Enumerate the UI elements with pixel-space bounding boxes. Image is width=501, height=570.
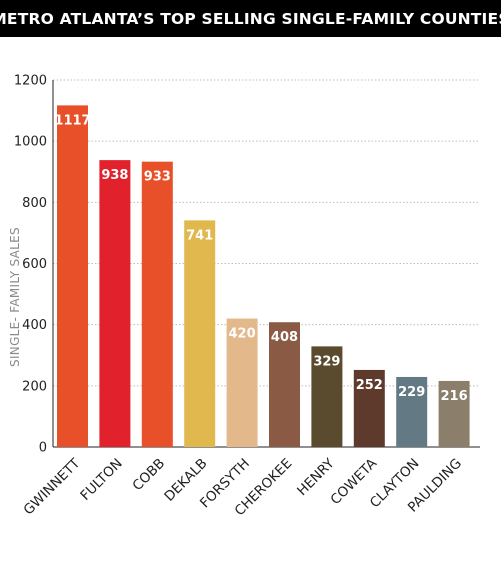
bar xyxy=(353,369,385,447)
category-label: GWINNETT xyxy=(21,455,84,518)
data-label: 933 xyxy=(144,170,171,185)
bar xyxy=(311,346,343,447)
category-label: FULTON xyxy=(77,456,125,504)
chart-title: METRO ATLANTA’S TOP SELLING SINGLE-FAMIL… xyxy=(0,9,501,28)
data-label: 938 xyxy=(101,168,128,183)
y-axis-label: SINGLE- FAMILY SALES xyxy=(8,227,22,367)
data-label: 408 xyxy=(271,330,298,345)
y-tick-label: 1200 xyxy=(14,74,47,89)
data-label: 1117 xyxy=(54,113,90,128)
y-tick-label: 800 xyxy=(22,196,47,211)
bar xyxy=(141,161,173,447)
bars: 1117 938 933 741 420 408 329 252 229 216 xyxy=(54,105,470,448)
data-label: 741 xyxy=(186,228,213,243)
y-tick-label: 0 xyxy=(39,441,47,456)
y-tick-label: 1000 xyxy=(14,135,47,150)
data-label: 252 xyxy=(356,378,383,393)
bar xyxy=(57,105,88,448)
bar xyxy=(396,376,428,447)
data-label: 229 xyxy=(398,385,425,400)
y-tick-label: 200 xyxy=(22,379,47,394)
data-label: 329 xyxy=(313,354,340,369)
category-label: COBB xyxy=(130,456,169,495)
y-tick-label: 600 xyxy=(22,257,47,272)
y-tick-label: 400 xyxy=(22,318,47,333)
data-label: 420 xyxy=(229,327,256,342)
bar xyxy=(99,160,131,447)
title-bar: METRO ATLANTA’S TOP SELLING SINGLE-FAMIL… xyxy=(0,0,501,37)
bar xyxy=(269,322,300,447)
bar xyxy=(226,318,258,447)
bar xyxy=(184,220,216,447)
data-label: 216 xyxy=(441,389,468,404)
bar xyxy=(438,380,470,447)
